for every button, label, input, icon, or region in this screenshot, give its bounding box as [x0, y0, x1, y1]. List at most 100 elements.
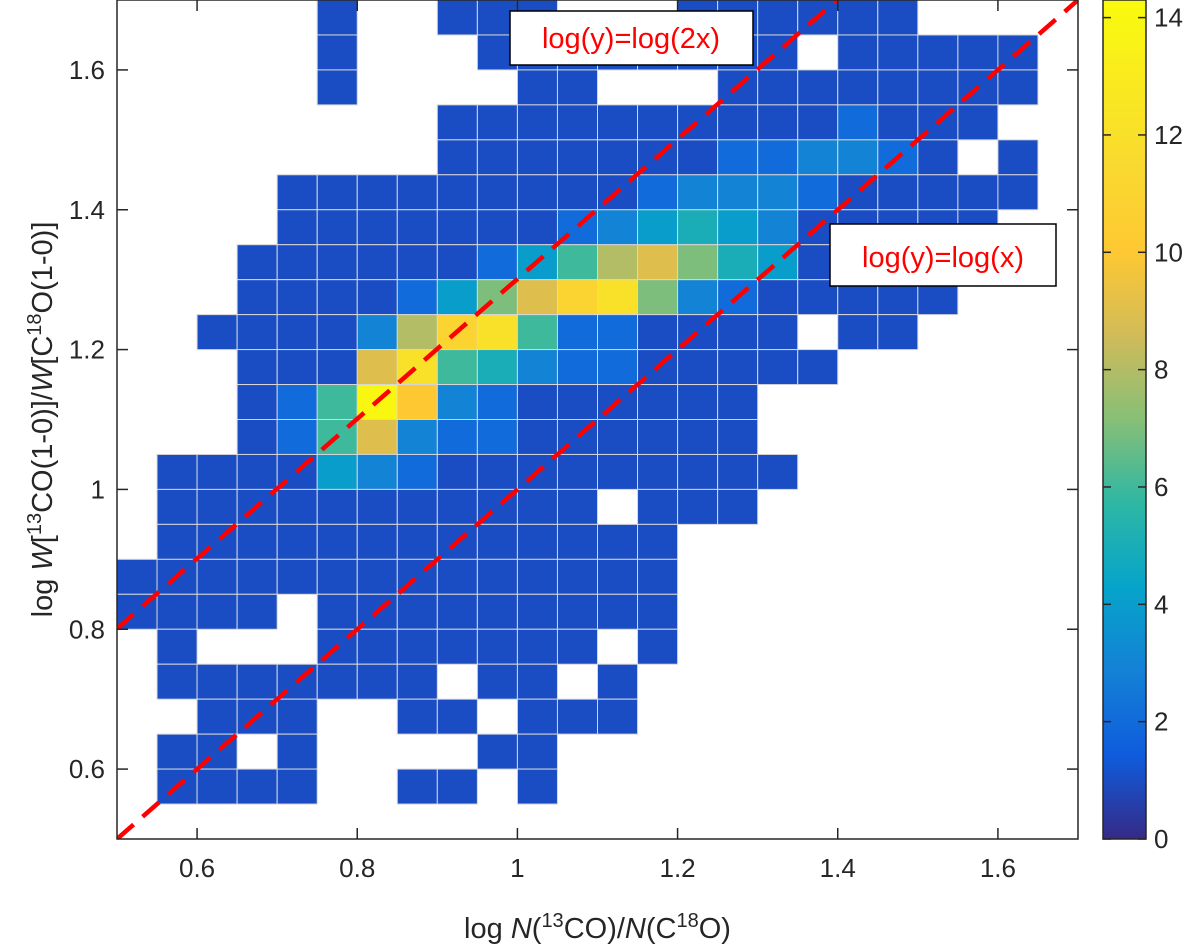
heatmap-cell: [637, 244, 679, 281]
heatmap-cell: [597, 663, 639, 700]
colorbar: 0 2 4 6 8 10 12 14: [1102, 0, 1183, 854]
heatmap-cell: [637, 488, 679, 525]
heatmap-cell: [436, 209, 478, 246]
heatmap-cell: [476, 593, 518, 630]
heatmap-cell: [837, 34, 879, 71]
colorbar-tick-label: 6: [1154, 472, 1168, 502]
heatmap-cell: [637, 453, 679, 490]
heatmap-cell: [556, 453, 599, 490]
colorbar-tick-label: 2: [1154, 707, 1168, 737]
heatmap-cell: [436, 0, 478, 36]
heatmap-cell: [516, 349, 558, 386]
heatmap-cell: [556, 698, 599, 735]
heatmap-cell: [196, 663, 238, 700]
heatmap-cell: [276, 314, 318, 351]
heatmap-cell: [436, 349, 478, 386]
heatmap-cell: [316, 663, 358, 700]
heatmap-cell: [637, 209, 679, 246]
colorbar-tick-label: 0: [1154, 824, 1168, 854]
heatmap-cell: [476, 384, 518, 421]
heatmap-cell: [196, 314, 238, 351]
heatmap-cell: [757, 453, 799, 490]
heatmap-cell: [316, 34, 358, 71]
heatmap-cell: [717, 488, 759, 525]
colorbar-gradient: [1102, 0, 1147, 840]
heatmap-cell: [396, 419, 438, 455]
colorbar-tick-label: 12: [1154, 120, 1183, 150]
heatmap-cell: [597, 104, 639, 141]
heatmap-cell: [757, 69, 799, 106]
heatmap-cell: [396, 768, 438, 805]
heatmap-cell: [637, 279, 679, 316]
heatmap-cell: [156, 453, 198, 490]
annotation-1x-label: log(y)=log(x): [862, 242, 1024, 274]
x-tick-label: 1.6: [980, 853, 1016, 883]
heatmap-cell: [476, 453, 518, 490]
heatmap-cell: [396, 628, 438, 665]
heatmap-cell: [516, 488, 558, 525]
heatmap-cell: [677, 453, 719, 490]
heatmap-cell: [677, 139, 719, 176]
heatmap-cell: [476, 139, 518, 176]
heatmap-cell: [877, 104, 919, 141]
heatmap-cell: [476, 663, 518, 700]
heatmap-cell: [276, 244, 318, 281]
heatmap-cell: [356, 174, 398, 211]
heatmap-cell: [476, 209, 518, 246]
heatmap-cell: [516, 768, 558, 805]
heatmap-cell: [757, 314, 799, 351]
heatmap-cells: [116, 0, 1039, 805]
heatmap-cell: [637, 314, 679, 351]
heatmap-cell: [236, 453, 278, 490]
heatmap-cell: [316, 69, 358, 106]
heatmap-cell: [236, 558, 278, 595]
heatmap-cell: [476, 733, 518, 770]
heatmap-cell: [516, 209, 558, 246]
heatmap-cell: [797, 104, 839, 141]
heatmap-cell: [196, 593, 238, 630]
heatmap-cell: [276, 698, 318, 735]
heatmap-cell: [396, 453, 438, 490]
heatmap-cell: [597, 419, 639, 455]
heatmap-cell: [436, 174, 478, 211]
heatmap-cell: [236, 419, 278, 455]
heatmap-cell: [677, 174, 719, 211]
heatmap-cell: [797, 139, 839, 176]
heatmap-cell: [837, 139, 879, 176]
heatmap-cell: [476, 104, 518, 141]
heatmap-cell: [516, 279, 558, 316]
heatmap-cell: [276, 523, 318, 560]
heatmap-cell: [516, 69, 558, 106]
heatmap-cell: [316, 558, 358, 595]
heatmap-cell: [436, 628, 478, 665]
heatmap-cell: [396, 523, 438, 560]
heatmap-cell: [356, 663, 398, 700]
heatmap-cell: [196, 698, 238, 735]
heatmap-cell: [356, 314, 398, 351]
heatmap-cell: [316, 523, 358, 560]
heatmap-cell: [396, 279, 438, 316]
heatmap-cell: [236, 768, 278, 805]
heatmap-cell: [717, 209, 759, 246]
heatmap-cell: [637, 104, 679, 141]
reference-line-2: [117, 0, 1078, 839]
heatmap-cell: [757, 139, 799, 176]
heatmap-cell: [556, 558, 599, 595]
y-tick-label: 0.6: [69, 754, 105, 784]
heatmap-cell: [677, 209, 719, 246]
colorbar-tick-label: 8: [1154, 355, 1168, 385]
heatmap-cell: [757, 0, 799, 36]
heatmap-cell: [837, 104, 879, 141]
heatmap-cell: [556, 314, 599, 351]
heatmap-cell: [356, 419, 398, 455]
y-tick-label: 1.4: [69, 195, 105, 225]
y-tick-label: 1.6: [69, 55, 105, 85]
annotation-1x-box: [829, 223, 1057, 287]
heatmap-cell: [597, 453, 639, 490]
heatmap-cell: [196, 488, 238, 525]
heatmap-cell: [436, 139, 478, 176]
y-axis-label: log W[13CO(1-0)]/W[C18O(1-0)]: [24, 222, 59, 618]
heatmap-cell: [396, 593, 438, 630]
heatmap-cell: [396, 488, 438, 525]
